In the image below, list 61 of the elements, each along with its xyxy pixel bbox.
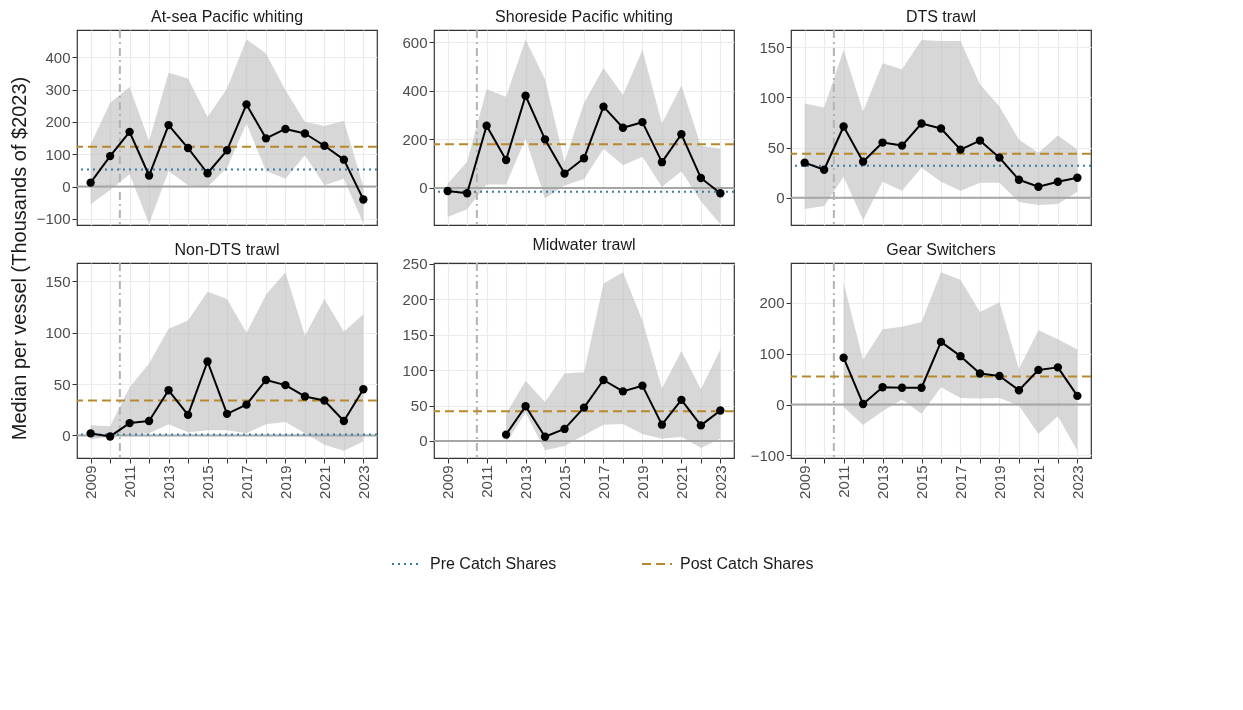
chart-title: At-sea Pacific whiting bbox=[150, 8, 304, 25]
x-tick-label: 2011 bbox=[835, 465, 853, 498]
y-tick-label: 300 bbox=[45, 81, 71, 98]
chart-title: Shoreside Pacific whiting bbox=[495, 8, 673, 25]
x-tick-label: 2019 bbox=[990, 465, 1008, 499]
x-tick-label: 2013 bbox=[160, 465, 178, 499]
chart-title: DTS trawl bbox=[905, 8, 977, 25]
chart-title: Non-DTS trawl bbox=[174, 241, 280, 258]
x-tick-label: 2015 bbox=[199, 465, 217, 499]
y-tick-label: 150 bbox=[45, 272, 71, 290]
y-tick-label: 400 bbox=[45, 48, 71, 66]
y-tick-label: 600 bbox=[402, 33, 428, 51]
y-tick-label: 50 bbox=[767, 139, 785, 157]
x-tick-label: 2023 bbox=[354, 465, 372, 499]
x-tick-label: 2017 bbox=[951, 465, 969, 499]
y-tick-label: 50 bbox=[410, 397, 428, 415]
x-tick-label: 2017 bbox=[594, 465, 612, 499]
y-tick-label: 100 bbox=[759, 88, 785, 106]
y-axis-title: Median per vessel (Thousands of $2023) bbox=[8, 76, 31, 441]
y-tick-label: 100 bbox=[45, 324, 71, 342]
y-tick-label: 0 bbox=[62, 178, 71, 196]
y-tick-label: 0 bbox=[62, 426, 71, 444]
x-tick-label: 2021 bbox=[315, 465, 333, 499]
y-tick-label: 200 bbox=[45, 113, 71, 131]
y-tick-label: 150 bbox=[402, 326, 428, 344]
chart-title: Midwater trawl bbox=[532, 235, 636, 253]
x-tick-label: 2015 bbox=[913, 465, 931, 499]
x-tick-label: 2023 bbox=[711, 465, 729, 499]
x-tick-label: 2009 bbox=[82, 465, 100, 499]
legend-label: Post Catch Shares bbox=[680, 555, 814, 572]
x-tick-label: 2013 bbox=[874, 465, 892, 499]
y-tick-label: 0 bbox=[776, 396, 785, 414]
y-tick-label: −100 bbox=[750, 446, 785, 464]
y-tick-label: 200 bbox=[402, 290, 428, 308]
y-tick-label: 0 bbox=[419, 432, 428, 450]
y-tick-label: 50 bbox=[53, 375, 71, 393]
y-tick-label: 400 bbox=[402, 82, 428, 100]
x-tick-label: 2011 bbox=[478, 465, 496, 498]
x-tick-label: 2023 bbox=[1068, 465, 1086, 499]
legend-label: Pre Catch Shares bbox=[430, 555, 557, 572]
x-tick-label: 2013 bbox=[517, 465, 535, 499]
x-tick-label: 2017 bbox=[237, 465, 255, 499]
y-tick-label: 200 bbox=[759, 294, 785, 312]
y-tick-label: 0 bbox=[419, 179, 428, 197]
y-tick-label: 100 bbox=[45, 145, 71, 163]
y-tick-label: 100 bbox=[759, 345, 785, 363]
y-tick-label: 150 bbox=[759, 38, 785, 56]
x-tick-label: 2009 bbox=[796, 465, 814, 499]
x-tick-label: 2019 bbox=[633, 465, 651, 499]
y-tick-label: 100 bbox=[402, 361, 428, 379]
y-tick-label: 200 bbox=[402, 130, 428, 148]
x-tick-label: 2019 bbox=[276, 465, 294, 499]
y-tick-label: 0 bbox=[776, 189, 785, 207]
y-tick-label: 250 bbox=[402, 255, 428, 273]
x-tick-label: 2021 bbox=[1029, 465, 1047, 499]
x-tick-label: 2009 bbox=[439, 465, 457, 499]
x-tick-label: 2021 bbox=[672, 465, 690, 499]
x-tick-label: 2015 bbox=[556, 465, 574, 499]
chart-title: Gear Switchers bbox=[886, 241, 996, 258]
y-tick-label: −100 bbox=[36, 210, 71, 228]
x-tick-label: 2011 bbox=[121, 465, 139, 498]
